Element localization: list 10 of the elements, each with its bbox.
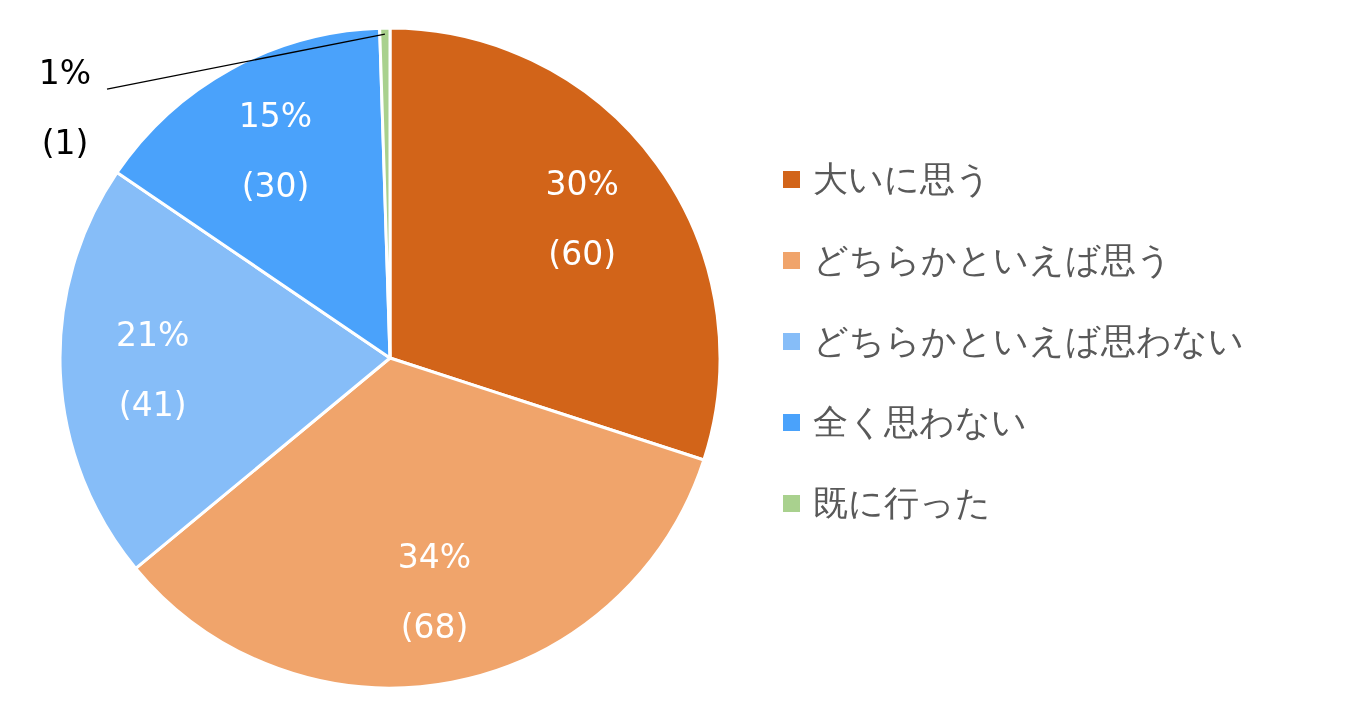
data-label: 21% (41) — [115, 314, 190, 424]
legend-label: 全く思わない — [813, 402, 1027, 442]
legend-label: 大いに思う — [813, 159, 991, 199]
legend-label: どちらかといえば思う — [813, 240, 1172, 280]
legend-label: どちらかといえば思わない — [813, 321, 1244, 361]
data-label: 34% (68) — [397, 536, 472, 646]
data-label: 15% (30) — [238, 95, 313, 205]
legend-label: 既に行った — [813, 483, 991, 523]
data-label: 1% (1) — [38, 52, 92, 162]
data-label: 30% (60) — [545, 163, 619, 273]
